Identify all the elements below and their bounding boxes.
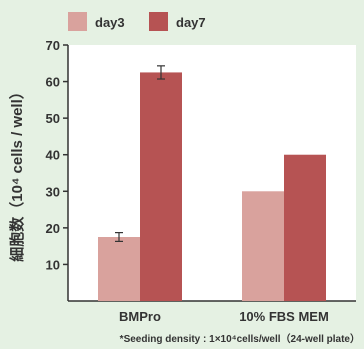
y-axis-label: 細胞数（10⁴ cells / well） xyxy=(8,84,26,261)
legend-label-day3: day3 xyxy=(95,15,125,30)
legend-swatch-day3 xyxy=(68,12,87,31)
footnote: *Seeding density : 1×10⁴cells/well（24-we… xyxy=(120,332,360,345)
bar-day7-1 xyxy=(284,154,326,301)
bar-day3-1 xyxy=(242,191,284,301)
y-axis-ticks: 10 20 30 40 50 60 70 xyxy=(46,38,68,272)
y-tick-label: 30 xyxy=(46,184,60,199)
x-tick-label: BMPro xyxy=(119,309,161,324)
x-axis-labels: BMPro 10% FBS MEM xyxy=(119,309,329,324)
bars xyxy=(98,65,326,301)
bar-day7-0 xyxy=(140,72,182,301)
legend-swatch-day7 xyxy=(149,12,168,31)
legend-label-day7: day7 xyxy=(176,15,206,30)
x-tick-label: 10% FBS MEM xyxy=(239,309,329,324)
y-tick-label: 70 xyxy=(46,38,60,53)
y-tick-label: 50 xyxy=(46,111,60,126)
y-tick-label: 10 xyxy=(46,257,60,272)
y-tick-label: 40 xyxy=(46,148,60,163)
y-tick-label: 60 xyxy=(46,75,60,90)
bar-day3-0 xyxy=(98,237,140,301)
y-tick-label: 20 xyxy=(46,221,60,236)
chart-legend: day3 day7 xyxy=(68,12,206,31)
